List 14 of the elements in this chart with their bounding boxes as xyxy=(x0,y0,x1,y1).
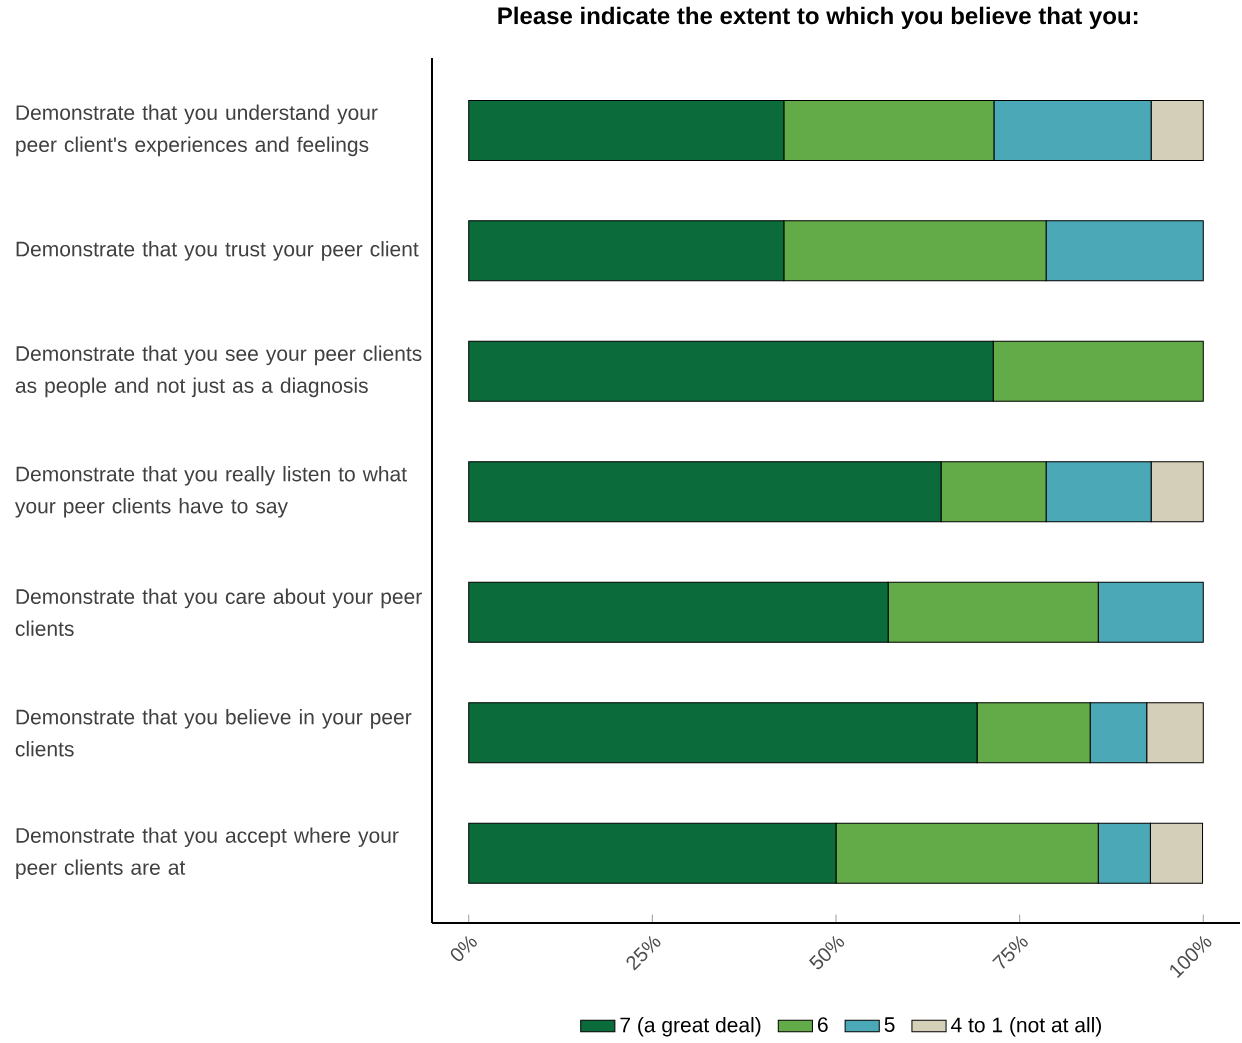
chart-title: Please indicate the extent to which you believe that you: xyxy=(498,6,1138,29)
legend-label: 7 (a great deal) xyxy=(620,1016,761,1037)
y-tick-label: Demonstrate that you care about your peer clients xyxy=(15,588,422,636)
y-tick-label: Demonstrate that you accept where your peer clients are at xyxy=(16,827,399,879)
y-tick-label: Demonstrate that you believe in your peer clients xyxy=(15,708,412,757)
legend-label: 4 to 1 (not at all) xyxy=(951,1016,1101,1037)
y-tick-label: Demonstrate that you see your peer clients as people and not just as a diagnosis xyxy=(15,345,422,398)
y-tick-label: Demonstrate that you understand your peer client's experiences and feelings xyxy=(16,104,378,157)
y-tick-label: Demonstrate that you trust your peer client xyxy=(16,241,419,261)
x-tick-label: 75% xyxy=(992,935,1028,969)
legend-label: 5 xyxy=(884,1017,895,1032)
x-tick-label: 0% xyxy=(450,935,477,961)
y-tick-label: Demonstrate that you really listen to what your peer clients have to say xyxy=(14,465,407,518)
legend-label: 6 xyxy=(818,1017,828,1033)
